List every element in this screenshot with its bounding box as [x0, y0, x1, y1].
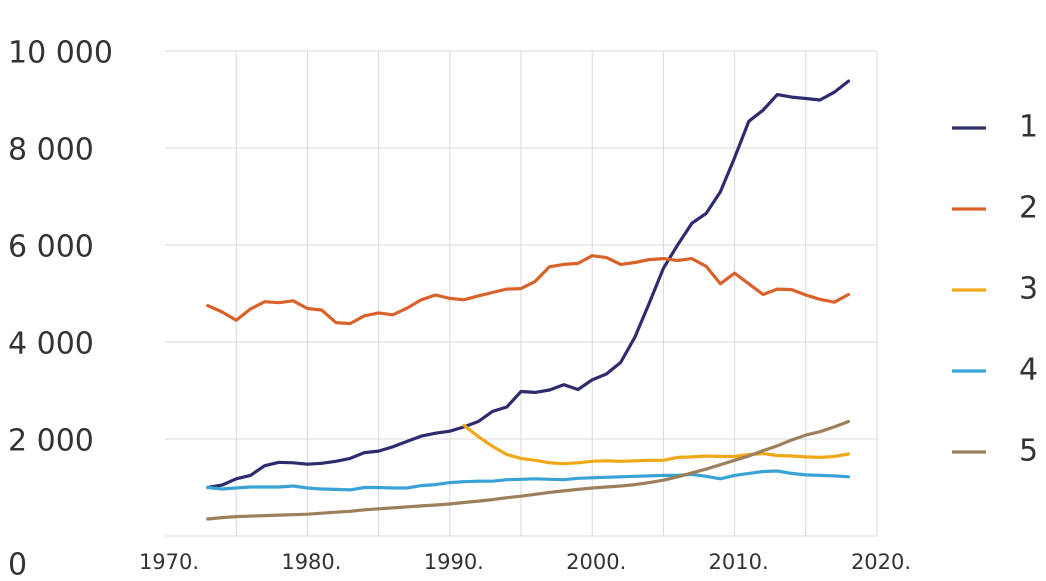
series-line-1 — [206, 79, 851, 490]
legend: 1 2 3 4 5 — [952, 110, 1038, 469]
series-line-5 — [206, 419, 851, 521]
x-tick-label: 2020. — [851, 550, 911, 574]
series-line-4 — [206, 469, 851, 492]
legend-label-2: 2 — [1019, 191, 1038, 226]
x-tick-label: 1980. — [281, 550, 341, 574]
y-tick-label: 0 — [8, 548, 27, 581]
y-tick-label: 8 000 — [8, 133, 94, 168]
series-layer — [206, 79, 851, 521]
series-line-2 — [206, 254, 851, 326]
y-tick-label: 6 000 — [8, 230, 94, 265]
x-axis-tick-labels: 1970. 1980. 1990. 2000. 2010. 2020. — [139, 550, 911, 574]
legend-label-3: 3 — [1019, 272, 1038, 307]
x-tick-label: 1970. — [139, 550, 199, 574]
legend-label-5: 5 — [1019, 434, 1038, 469]
grid-layer — [165, 50, 878, 537]
x-tick-label: 2000. — [566, 550, 626, 574]
legend-label-1: 1 — [1019, 110, 1038, 145]
y-axis-tick-labels: 0 2 000 4 000 6 000 8 000 10 000 — [8, 36, 113, 581]
y-tick-label: 10 000 — [8, 36, 113, 71]
x-tick-label: 1990. — [424, 550, 484, 574]
y-tick-label: 4 000 — [8, 327, 94, 362]
series-line-3 — [462, 423, 851, 466]
y-tick-label: 2 000 — [8, 424, 94, 459]
x-tick-label: 2010. — [709, 550, 769, 574]
legend-label-4: 4 — [1019, 353, 1038, 388]
